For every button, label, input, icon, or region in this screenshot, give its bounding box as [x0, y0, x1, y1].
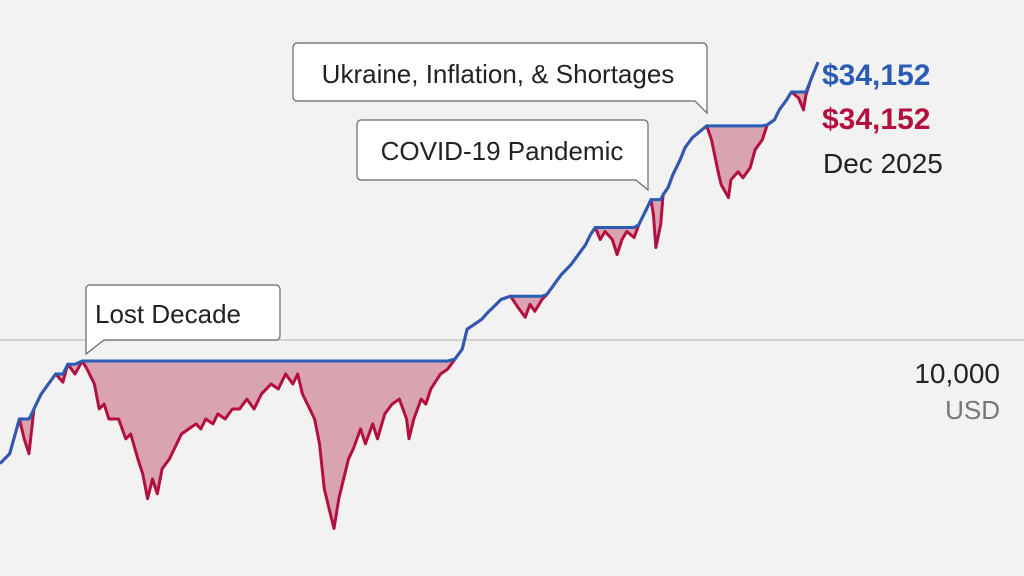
end-label-peak: $34,152 [822, 59, 930, 92]
y-tick-label-10000: 10,000 [914, 358, 1000, 389]
peak-line [0, 61, 820, 465]
callout-label: Ukraine, Inflation, & Shortages [322, 59, 675, 89]
end-label-date: Dec 2025 [823, 148, 943, 179]
callout-label: COVID-19 Pandemic [381, 136, 624, 166]
callout-label: Lost Decade [95, 299, 241, 329]
callout-ukraine: Ukraine, Inflation, & Shortages [292, 42, 708, 115]
callout-covid: COVID-19 Pandemic [356, 119, 649, 192]
y-unit-label: USD [945, 395, 1000, 425]
end-label-value: $34,152 [822, 103, 930, 136]
drawdown-area [0, 62, 818, 529]
callout-lost-decade: Lost Decade [85, 284, 281, 356]
